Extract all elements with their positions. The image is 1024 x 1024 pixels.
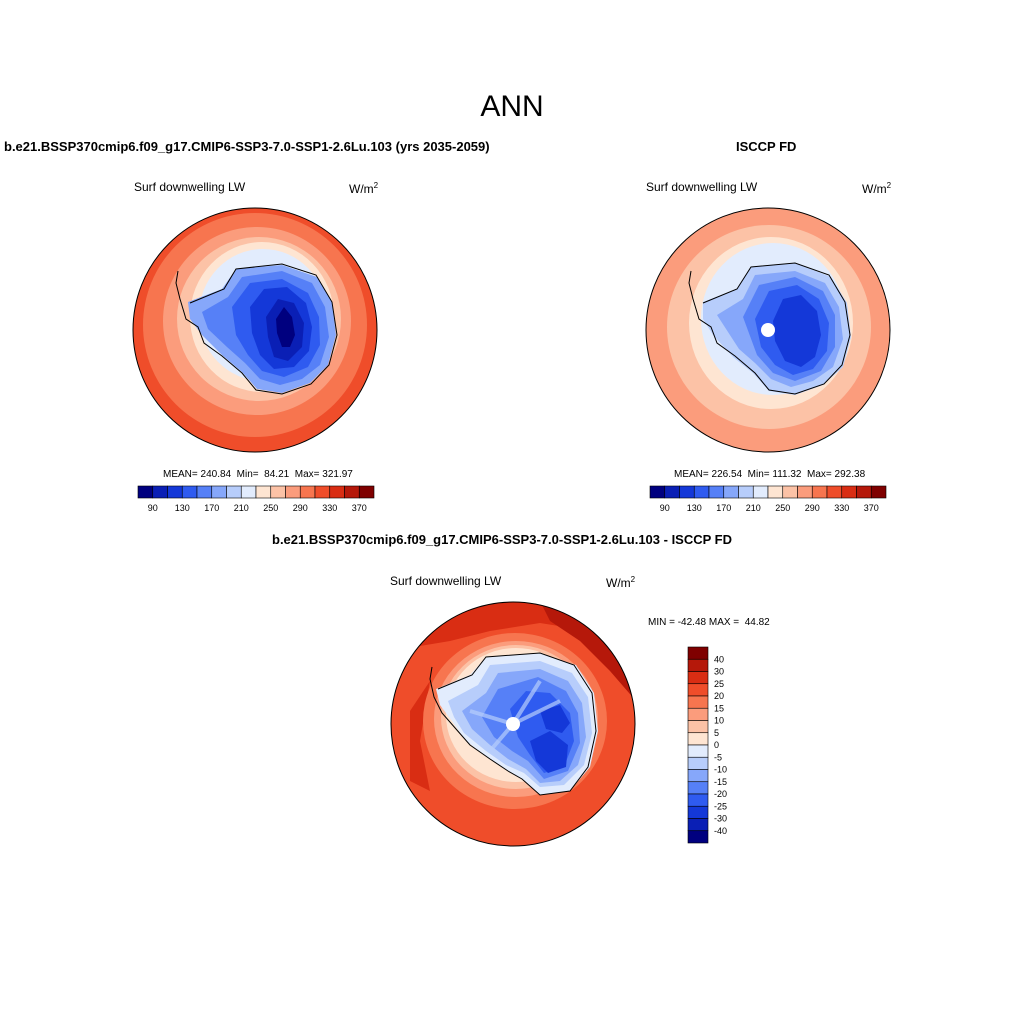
model-variable-label: Surf downwelling LW — [134, 180, 246, 194]
obs-colorbar-box — [664, 485, 680, 499]
obs-colorbar-box — [826, 485, 843, 499]
model-colorbar-box — [329, 485, 345, 499]
diff-colorbar-label: -25 — [714, 801, 727, 811]
model-colorbar-box — [137, 485, 154, 499]
diff-colorbar-box — [687, 707, 709, 721]
model-colorbar-box — [211, 485, 227, 499]
figure-title: ANN — [480, 90, 544, 123]
diff-colorbar-box — [687, 769, 709, 783]
diff-colorbar-label: -15 — [714, 777, 727, 787]
model-colorbar-box — [255, 485, 272, 499]
model-colorbar-label: 130 — [175, 503, 190, 513]
obs-colorbar-box — [752, 485, 769, 499]
model-colorbar-label: 170 — [204, 503, 219, 513]
model-colorbar-box — [167, 485, 183, 499]
diff-colorbar-box — [687, 683, 709, 697]
diff-polar-map — [390, 601, 636, 847]
obs-colorbar-box — [870, 485, 887, 499]
diff-colorbar: 40 30 25 20 15 10 5 0 -5 -10 -15 -20 -25 -30 -40 — [687, 646, 727, 844]
model-colorbar-box — [314, 485, 331, 499]
model-colorbar-box — [196, 485, 213, 499]
diff-variable-label: Surf downwelling LW — [390, 574, 502, 588]
obs-colorbar-box — [693, 485, 710, 499]
diff-colorbar-label: 5 — [714, 728, 719, 738]
obs-variable-label: Surf downwelling LW — [646, 180, 758, 194]
model-colorbar-label: 370 — [352, 503, 367, 513]
obs-colorbar-box — [767, 485, 784, 499]
diff-colorbar-box — [687, 720, 709, 734]
obs-colorbar-box — [811, 485, 828, 499]
diff-colorbar-box — [687, 818, 709, 832]
diff-colorbar-box — [687, 671, 709, 685]
model-units-label: W/m2 — [349, 181, 379, 196]
model-colorbar-label: 330 — [322, 503, 337, 513]
diff-colorbar-label: 0 — [714, 740, 719, 750]
model-colorbar-label: 210 — [234, 503, 249, 513]
model-polar-map — [132, 207, 378, 453]
diff-colorbar-box — [687, 793, 709, 807]
diff-colorbar-box — [687, 805, 709, 819]
obs-colorbar-box — [797, 485, 813, 499]
diff-colorbar-box — [687, 781, 709, 795]
obs-colorbar-box — [738, 485, 754, 499]
model-colorbar-box — [344, 485, 360, 499]
diff-colorbar-label: 40 — [714, 654, 724, 664]
model-stats: MEAN= 240.84 Min= 84.21 Max= 321.97 — [163, 469, 353, 480]
obs-colorbar-label: 130 — [687, 503, 702, 513]
model-colorbar-box — [240, 485, 257, 499]
obs-colorbar-label: 370 — [864, 503, 879, 513]
obs-panel-title: ISCCP FD — [736, 139, 797, 154]
model-colorbar-box — [358, 485, 375, 499]
model-colorbar-box — [270, 485, 286, 499]
obs-units-label: W/m2 — [862, 181, 892, 196]
diff-panel-title: b.e21.BSSP370cmip6.f09_g17.CMIP6-SSP3-7.… — [272, 532, 733, 547]
model-colorbar-label: 90 — [148, 503, 158, 513]
diff-colorbar-label: 20 — [714, 691, 724, 701]
obs-polar-map — [645, 207, 891, 453]
diff-colorbar-box — [687, 756, 709, 770]
obs-colorbar-box — [723, 485, 739, 499]
obs-colorbar-label: 330 — [834, 503, 849, 513]
diff-colorbar-label: -40 — [714, 826, 727, 836]
diff-colorbar-label: 10 — [714, 716, 724, 726]
diff-colorbar-box — [687, 658, 709, 672]
model-colorbar-box — [285, 485, 301, 499]
model-colorbar-label: 290 — [293, 503, 308, 513]
obs-colorbar-label: 250 — [775, 503, 790, 513]
obs-colorbar-box — [649, 485, 666, 499]
obs-colorbar-box — [841, 485, 857, 499]
diff-units-label: W/m2 — [606, 575, 636, 590]
obs-colorbar-box — [856, 485, 872, 499]
obs-colorbar-label: 290 — [805, 503, 820, 513]
obs-colorbar-box — [782, 485, 798, 499]
diff-colorbar-label: 25 — [714, 679, 724, 689]
obs-colorbar: 90 130 170 210 250 290 330 370 — [649, 485, 887, 513]
obs-stats: MEAN= 226.54 Min= 111.32 Max= 292.38 — [674, 469, 866, 480]
diff-colorbar-box — [687, 830, 709, 844]
diff-colorbar-box — [687, 695, 709, 709]
diff-colorbar-box — [687, 732, 709, 746]
diff-colorbar-label: -30 — [714, 814, 727, 824]
diff-colorbar-label: -10 — [714, 765, 727, 775]
model-panel-title: b.e21.BSSP370cmip6.f09_g17.CMIP6-SSP3-7.… — [4, 139, 490, 154]
model-colorbar-box — [226, 485, 242, 499]
diff-colorbar-label: -5 — [714, 752, 722, 762]
obs-colorbar-label: 210 — [746, 503, 761, 513]
diff-colorbar-box — [687, 744, 709, 758]
diff-colorbar-label: -20 — [714, 789, 727, 799]
obs-colorbar-label: 170 — [716, 503, 731, 513]
obs-colorbar-label: 90 — [660, 503, 670, 513]
model-colorbar-label: 250 — [263, 503, 278, 513]
model-colorbar-box — [181, 485, 198, 499]
model-colorbar-box — [152, 485, 168, 499]
model-colorbar: 90 130 170 210 250 290 330 370 — [137, 485, 375, 513]
diff-colorbar-box — [687, 646, 709, 660]
diff-minmax: MIN = -42.48 MAX = 44.82 — [648, 617, 770, 628]
obs-colorbar-box — [708, 485, 725, 499]
obs-colorbar-box — [679, 485, 695, 499]
diff-colorbar-label: 15 — [714, 703, 724, 713]
model-colorbar-box — [299, 485, 316, 499]
diff-colorbar-label: 30 — [714, 667, 724, 677]
